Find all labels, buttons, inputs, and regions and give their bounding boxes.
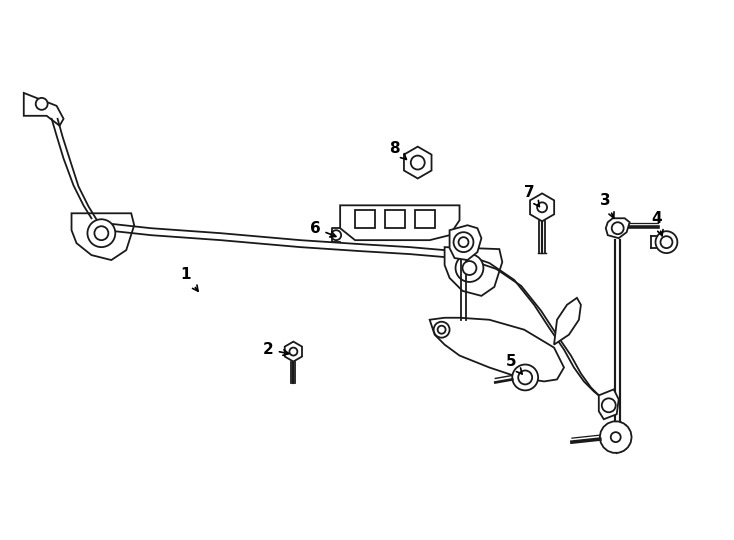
Polygon shape xyxy=(340,205,459,240)
Polygon shape xyxy=(23,93,64,126)
Text: 3: 3 xyxy=(600,193,614,218)
Polygon shape xyxy=(445,247,502,296)
Circle shape xyxy=(437,326,446,334)
Circle shape xyxy=(459,237,468,247)
Polygon shape xyxy=(599,389,619,419)
Polygon shape xyxy=(449,225,482,260)
Circle shape xyxy=(289,348,297,355)
Circle shape xyxy=(331,230,341,240)
Circle shape xyxy=(454,232,473,252)
Text: 7: 7 xyxy=(524,185,539,206)
Circle shape xyxy=(655,231,677,253)
Polygon shape xyxy=(606,218,630,238)
Text: 4: 4 xyxy=(651,211,663,236)
Circle shape xyxy=(512,364,538,390)
Circle shape xyxy=(87,219,115,247)
FancyBboxPatch shape xyxy=(385,210,405,228)
Text: 5: 5 xyxy=(506,354,522,374)
Polygon shape xyxy=(71,213,134,260)
Polygon shape xyxy=(600,421,632,453)
Polygon shape xyxy=(404,147,432,179)
Circle shape xyxy=(611,432,621,442)
Circle shape xyxy=(518,370,532,384)
Polygon shape xyxy=(285,342,302,361)
Circle shape xyxy=(36,98,48,110)
Text: 8: 8 xyxy=(390,141,407,159)
Circle shape xyxy=(661,236,672,248)
Circle shape xyxy=(462,261,476,275)
Text: 2: 2 xyxy=(263,342,289,357)
Polygon shape xyxy=(429,318,564,381)
Polygon shape xyxy=(554,298,581,345)
Text: 6: 6 xyxy=(310,221,336,237)
FancyBboxPatch shape xyxy=(415,210,435,228)
Circle shape xyxy=(95,226,109,240)
Text: 1: 1 xyxy=(181,267,198,291)
Polygon shape xyxy=(530,193,554,221)
Circle shape xyxy=(602,399,616,412)
Circle shape xyxy=(456,254,484,282)
FancyBboxPatch shape xyxy=(355,210,375,228)
Circle shape xyxy=(434,322,449,338)
Circle shape xyxy=(411,156,425,170)
Circle shape xyxy=(537,202,547,212)
Circle shape xyxy=(611,222,624,234)
